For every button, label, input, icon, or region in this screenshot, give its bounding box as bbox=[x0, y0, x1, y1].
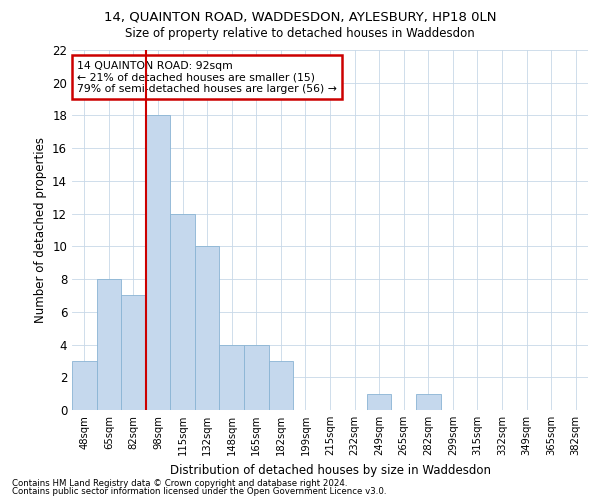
Text: 14 QUAINTON ROAD: 92sqm
← 21% of detached houses are smaller (15)
79% of semi-de: 14 QUAINTON ROAD: 92sqm ← 21% of detache… bbox=[77, 61, 337, 94]
Text: Size of property relative to detached houses in Waddesdon: Size of property relative to detached ho… bbox=[125, 28, 475, 40]
Bar bbox=[146, 116, 170, 410]
Text: Contains HM Land Registry data © Crown copyright and database right 2024.: Contains HM Land Registry data © Crown c… bbox=[12, 478, 347, 488]
Bar bbox=[72, 361, 97, 410]
Bar bbox=[269, 361, 293, 410]
Text: Contains public sector information licensed under the Open Government Licence v3: Contains public sector information licen… bbox=[12, 487, 386, 496]
Bar bbox=[244, 344, 269, 410]
Bar bbox=[195, 246, 220, 410]
Bar bbox=[416, 394, 440, 410]
Text: 14, QUAINTON ROAD, WADDESDON, AYLESBURY, HP18 0LN: 14, QUAINTON ROAD, WADDESDON, AYLESBURY,… bbox=[104, 10, 496, 23]
Bar bbox=[170, 214, 195, 410]
Bar bbox=[220, 344, 244, 410]
Y-axis label: Number of detached properties: Number of detached properties bbox=[34, 137, 47, 323]
X-axis label: Distribution of detached houses by size in Waddesdon: Distribution of detached houses by size … bbox=[170, 464, 491, 476]
Bar bbox=[97, 279, 121, 410]
Bar bbox=[121, 296, 146, 410]
Bar bbox=[367, 394, 391, 410]
